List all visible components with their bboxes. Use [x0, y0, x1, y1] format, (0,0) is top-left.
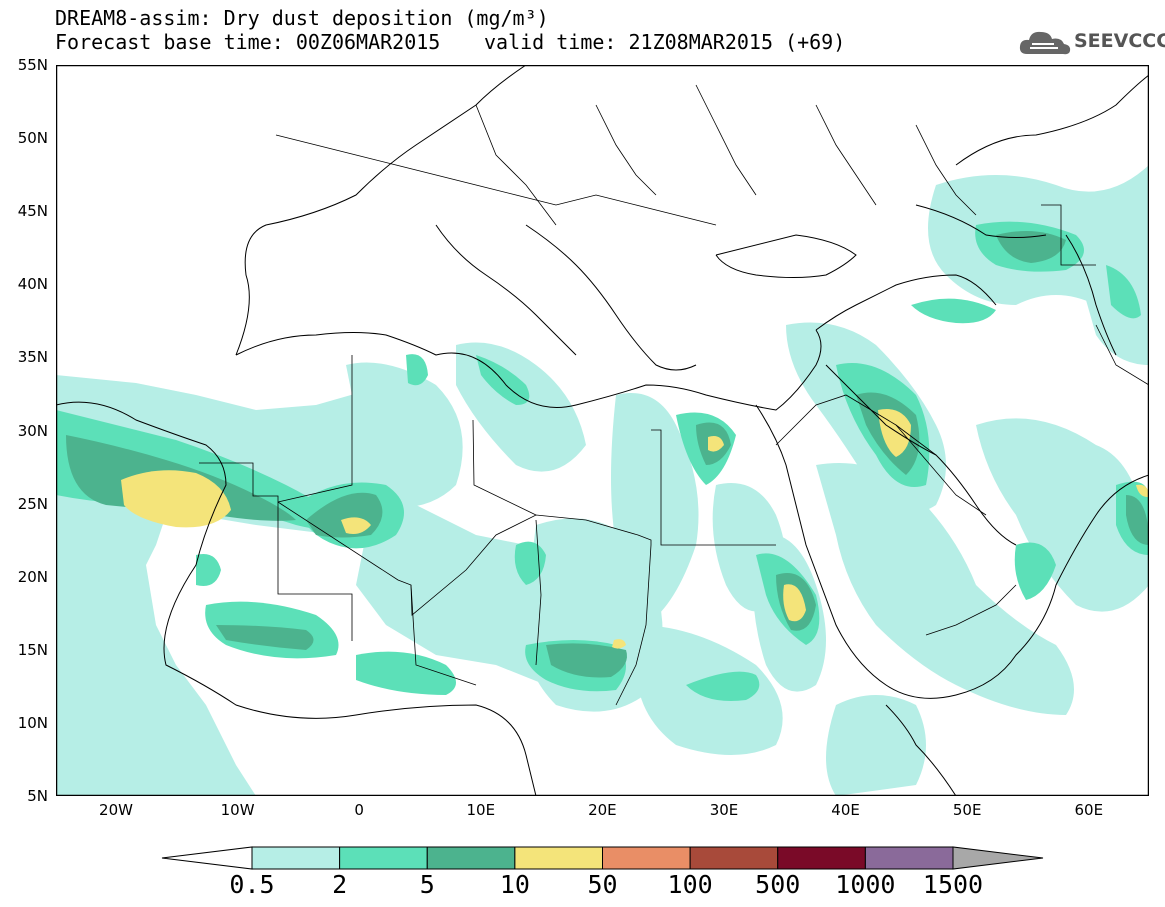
cloud-icon — [1019, 31, 1071, 55]
lat-label: 50N — [17, 129, 48, 148]
colorbar-label: 0.5 — [229, 870, 275, 899]
lon-label: 50E — [952, 801, 982, 819]
colorbar-swatch — [777, 846, 866, 870]
colorbar-swatch — [602, 846, 691, 870]
colorbar-swatch — [426, 846, 516, 870]
map-frame — [56, 65, 1149, 796]
colorbar-swatch — [864, 846, 954, 870]
lon-label: 0 — [354, 801, 364, 819]
lon-label: 20E — [588, 801, 617, 819]
colorbar-swatch — [339, 846, 428, 870]
colorbar-swatch — [689, 846, 779, 870]
colorbar-label: 2 — [332, 870, 348, 899]
colorbar-label: 10 — [499, 870, 530, 899]
lat-label: 55N — [17, 56, 48, 74]
country-borders — [199, 84, 1149, 706]
lat-label: 40N — [17, 275, 48, 294]
lat-label: 30N — [17, 421, 48, 440]
colorbar-label: 50 — [587, 870, 618, 899]
lon-label: 60E — [1074, 801, 1104, 819]
valid-time: valid time: 21Z08MAR2015 (+69) — [484, 30, 846, 54]
colorbar-label: 1000 — [835, 870, 896, 899]
forecast-base-time: Forecast base time: 00Z06MAR2015 — [55, 30, 441, 54]
dust-field — [56, 165, 1149, 796]
lat-label: 5N — [27, 787, 48, 805]
lon-label: 10E — [466, 801, 496, 819]
colorbar-label: 100 — [667, 870, 713, 899]
colorbar-label: 5 — [419, 870, 435, 899]
colorbar-max-arrow — [952, 846, 1044, 870]
seevccc-logo: SEEVCCC — [1017, 26, 1165, 62]
lon-label: 30E — [709, 801, 739, 819]
map-title: DREAM8-assim: Dry dust deposition (mg/m³… — [55, 6, 549, 30]
lon-label: 10W — [220, 801, 255, 819]
lat-label: 35N — [17, 348, 48, 367]
colorbar-label: 500 — [755, 870, 801, 899]
colorbar-min-arrow — [161, 846, 253, 870]
colorbar-swatch — [251, 846, 341, 870]
dust-deposition-map — [56, 65, 1149, 796]
lat-label: 10N — [17, 713, 48, 732]
logo-text: SEEVCCC — [1074, 30, 1165, 52]
colorbar-swatch — [514, 846, 603, 870]
deposition-level-10 — [121, 409, 1149, 649]
lat-label: 45N — [17, 202, 48, 221]
colorbar — [161, 846, 1044, 870]
lon-label: 40E — [831, 801, 860, 819]
lat-label: 25N — [17, 494, 48, 513]
lat-label: 15N — [17, 640, 48, 659]
colorbar-label: 1500 — [922, 870, 984, 899]
lon-label: 20W — [99, 801, 133, 819]
lat-label: 20N — [17, 567, 48, 586]
